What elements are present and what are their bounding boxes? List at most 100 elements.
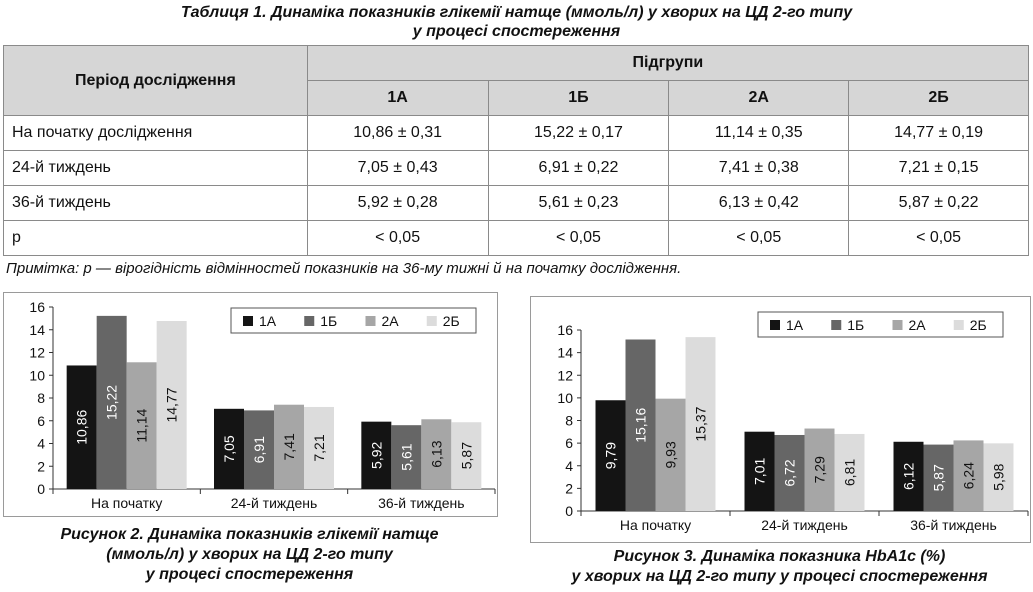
header-group: 2Б (848, 80, 1029, 116)
bar (625, 339, 656, 511)
y-tick-label: 16 (557, 322, 573, 338)
bar-data-label: 9,79 (603, 442, 619, 469)
bar (244, 410, 274, 489)
bar-data-label: 5,61 (398, 443, 414, 470)
bar (391, 425, 422, 489)
table-cell: < 0,05 (487, 220, 670, 256)
legend-swatch (892, 320, 903, 330)
chart-fig2: 0 2 4 6 8 10 12 14 16 10,86 15,22 11,14 14,77 На поча… (29, 299, 496, 511)
bar-data-label: 7,21 (311, 434, 327, 461)
header-subgroups: Підгрупи (306, 45, 1030, 81)
row-label: 36-й тиждень (3, 185, 308, 221)
table-caption-line-2: у процесі спостереження (412, 23, 621, 40)
header-group: 1А (306, 80, 489, 116)
chart-fig3: 0 2 4 6 8 10 12 14 16 9,79 15,16 9,93 15,37 На початк… (557, 311, 1029, 533)
legend-swatch (770, 320, 780, 330)
bar (421, 419, 452, 489)
x-category-label: На початку (620, 517, 691, 533)
y-tick-label: 12 (29, 345, 45, 361)
table-cell: 7,21 ± 0,15 (848, 150, 1029, 186)
x-category-label: 24-й тиждень (761, 517, 848, 533)
y-tick-label: 16 (29, 299, 45, 315)
table-cell: 6,13 ± 0,42 (668, 185, 850, 221)
figure-2-caption: Рисунок 2. Динаміка показників глікемії … (3, 525, 496, 585)
bar (983, 443, 1014, 511)
legend-swatch (304, 316, 315, 326)
bar (893, 441, 924, 511)
table-row: 36-й тиждень 5,92 ± 0,28 5,61 ± 0,23 6,1… (3, 185, 1029, 221)
figure-3-caption-line-2: у хворих на ЦД 2-го типу у процесі спост… (571, 568, 988, 585)
table-cell: 7,05 ± 0,43 (306, 150, 489, 186)
row-label: р (3, 220, 308, 256)
row-label: 24-й тиждень (3, 150, 308, 186)
table-cell: 5,87 ± 0,22 (848, 185, 1029, 221)
y-tick-label: 2 (37, 458, 45, 474)
bar (66, 365, 97, 489)
header-group: 1Б (487, 80, 670, 116)
header-group: 2А (668, 80, 850, 116)
bar (214, 408, 244, 489)
bar-data-label: 7,01 (752, 458, 768, 485)
y-tick-label: 4 (37, 436, 45, 452)
table-cell: < 0,05 (668, 220, 850, 256)
y-tick-label: 0 (37, 481, 45, 497)
table-cell: 6,91 ± 0,22 (487, 150, 670, 186)
table-row: На початку дослідження 10,86 ± 0,31 15,2… (3, 115, 1029, 151)
figure-3-caption-line-1: Рисунок 3. Динаміка показника HbA1c (%) (613, 548, 946, 565)
bar-data-label: 15,37 (693, 406, 709, 441)
table-caption: Таблиця 1. Динаміка показників глікемії … (0, 3, 1033, 41)
bar (655, 398, 686, 511)
bar (774, 434, 805, 511)
chart-panel-fig3: 0 2 4 6 8 10 12 14 16 9,79 15,16 9,93 15,37 На початк… (530, 296, 1031, 543)
legend-swatch (426, 316, 437, 326)
y-tick-label: 0 (565, 503, 573, 519)
bar (451, 422, 482, 489)
y-tick-label: 10 (557, 390, 573, 406)
bar-data-label: 6,12 (901, 463, 917, 490)
bar-data-label: 7,29 (812, 456, 828, 483)
legend-label: 2Б (443, 313, 460, 329)
bar-data-label: 5,87 (931, 464, 947, 491)
bar-data-label: 5,92 (368, 441, 384, 468)
bar-data-label: 6,91 (251, 436, 267, 463)
x-category-label: 36-й тиждень (910, 517, 997, 533)
header-period: Період дослідження (3, 45, 308, 116)
table-cell: 10,86 ± 0,31 (306, 115, 489, 151)
table-row: р < 0,05 < 0,05 < 0,05 < 0,05 (3, 220, 1029, 256)
table-cell: < 0,05 (306, 220, 489, 256)
bar-data-label: 10,86 (74, 410, 90, 445)
legend-label: 2А (382, 313, 400, 329)
y-tick-label: 14 (29, 322, 45, 338)
y-tick-label: 8 (565, 413, 573, 429)
table-cell: 5,61 ± 0,23 (487, 185, 670, 221)
x-category-label: 36-й тиждень (378, 495, 465, 511)
bar-data-label: 14,77 (164, 387, 180, 422)
bar-data-label: 15,16 (633, 408, 649, 443)
table-caption-line-1: Таблиця 1. Динаміка показників глікемії … (180, 4, 853, 21)
legend-label: 1А (259, 313, 277, 329)
bar (96, 315, 127, 489)
legend-label: 1А (786, 317, 804, 333)
y-tick-label: 4 (565, 458, 573, 474)
figure-3-caption: Рисунок 3. Динаміка показника HbA1c (%) … (530, 547, 1029, 587)
row-label: На початку дослідження (3, 115, 308, 151)
bar-data-label: 6,13 (428, 440, 444, 467)
y-tick-label: 2 (565, 480, 573, 496)
bar (304, 406, 334, 489)
bar (156, 320, 187, 489)
bar-data-label: 7,41 (281, 433, 297, 460)
bar-data-label: 9,93 (663, 441, 679, 468)
x-category-label: На початку (91, 495, 162, 511)
bar (595, 400, 626, 511)
bar (923, 444, 954, 511)
y-tick-label: 12 (557, 367, 573, 383)
bar (126, 362, 157, 489)
table-cell: 5,92 ± 0,28 (306, 185, 489, 221)
legend-swatch (365, 316, 376, 326)
bar-data-label: 7,05 (221, 435, 237, 462)
figure-2-caption-line-3: у процесі спостереження (145, 566, 354, 583)
bar (274, 404, 304, 489)
x-category-label: 24-й тиждень (231, 495, 318, 511)
bar-data-label: 6,24 (961, 462, 977, 489)
bar-data-label: 6,81 (842, 459, 858, 486)
